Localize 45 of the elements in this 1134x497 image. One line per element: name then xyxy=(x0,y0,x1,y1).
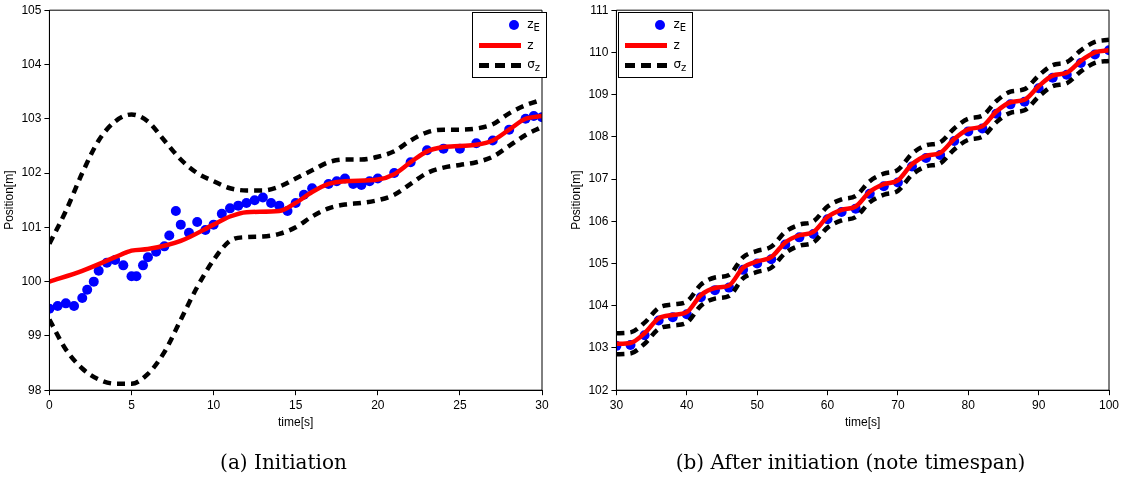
y-axis-title: Position[m] xyxy=(1,170,16,230)
y-tick-label: 109 xyxy=(588,86,609,101)
y-tick-label: 99 xyxy=(28,328,42,343)
x-tick-label: 10 xyxy=(206,397,221,412)
x-tick-label: 30 xyxy=(609,397,624,412)
y-tick-label: 104 xyxy=(588,298,609,313)
y-tick-label: 102 xyxy=(588,382,609,397)
x-axis-title: time[s] xyxy=(845,415,881,430)
y-tick-label: 103 xyxy=(21,111,42,126)
x-tick-label: 50 xyxy=(750,397,765,412)
y-tick-label: 107 xyxy=(588,171,609,186)
x-tick-label: 70 xyxy=(891,397,905,412)
y-tick-label: 111 xyxy=(590,2,609,17)
y-tick-label: 101 xyxy=(21,219,42,234)
y-tick-label: 110 xyxy=(589,44,609,59)
legend-label: z xyxy=(527,38,534,53)
x-axis-title: time[s] xyxy=(278,415,314,430)
x-tick-label: 30 xyxy=(535,397,549,412)
x-tick-label: 0 xyxy=(46,397,54,412)
legend-label: σ$_{z}$ xyxy=(527,56,540,74)
y-axis-title: Position[m] xyxy=(568,170,583,230)
legend-label: z$_{E}$ xyxy=(673,16,687,34)
y-tick-label: 98 xyxy=(28,382,42,397)
x-tick-label: 25 xyxy=(453,397,467,412)
x-tick-label: 80 xyxy=(961,397,976,412)
x-tick-label: 40 xyxy=(680,397,694,412)
x-tick-label: 20 xyxy=(371,397,385,412)
x-tick-label: 15 xyxy=(289,397,303,412)
y-tick-label: 100 xyxy=(21,273,42,288)
x-tick-label: 5 xyxy=(128,397,136,412)
y-tick-label: 105 xyxy=(588,255,609,270)
y-tick-label: 105 xyxy=(21,2,42,17)
y-tick-label: 102 xyxy=(21,165,42,180)
legend-label: z xyxy=(673,38,680,53)
y-tick-label: 106 xyxy=(588,213,609,228)
y-tick-label: 104 xyxy=(21,56,42,71)
x-tick-label: 60 xyxy=(820,397,835,412)
x-tick-label: 90 xyxy=(1031,397,1046,412)
legend-label: σ$_{z}$ xyxy=(673,56,687,74)
y-tick-label: 103 xyxy=(588,340,609,355)
x-tick-label: 100 xyxy=(1098,397,1120,412)
text: (a) Initiation xyxy=(219,450,348,474)
text: (b) After initiation (note timespan) xyxy=(674,450,1027,474)
legend-label: z$_{E}$ xyxy=(527,16,540,34)
y-tick-label: 108 xyxy=(588,129,609,144)
